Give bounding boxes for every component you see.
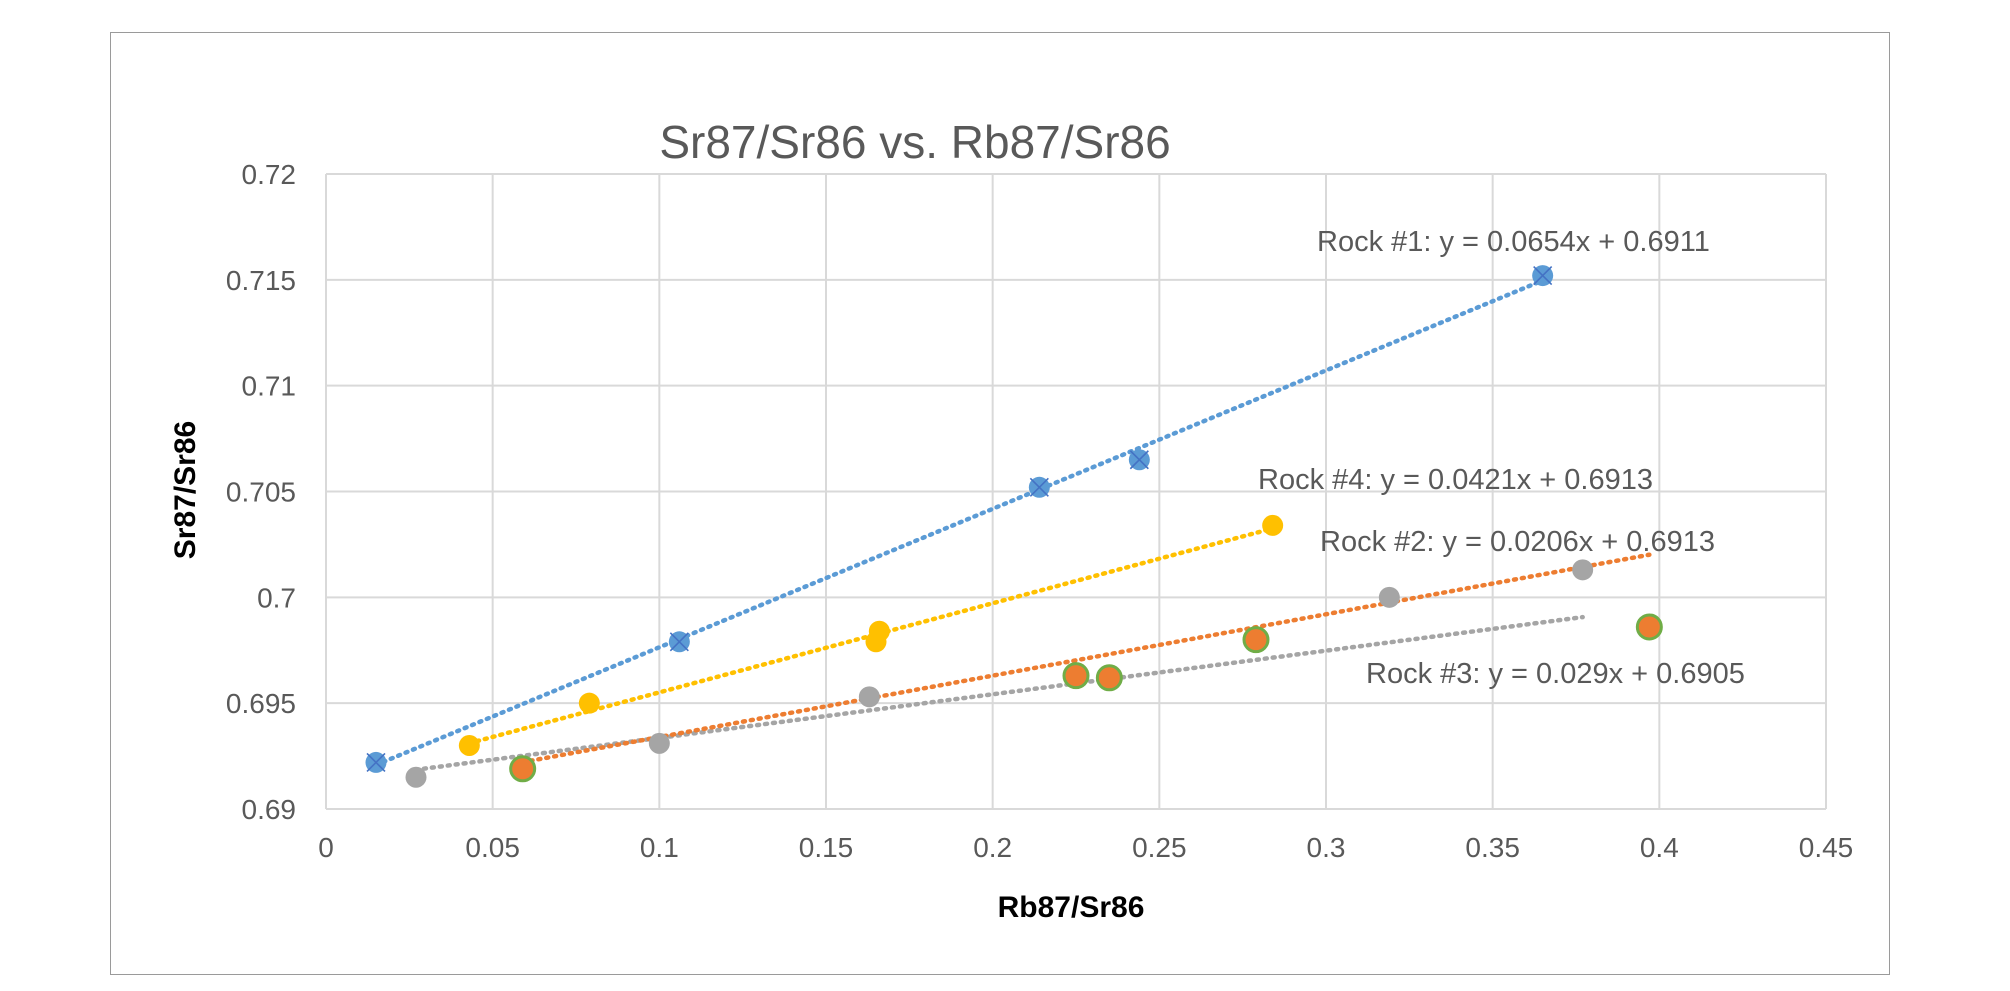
- x-tick-label: 0.2: [973, 832, 1012, 863]
- data-point-rock4: [458, 735, 480, 756]
- y-tick-label: 0.72: [242, 159, 297, 190]
- x-tick-label: 0.4: [1640, 832, 1679, 863]
- y-tick-label: 0.7: [257, 582, 296, 613]
- x-tick-label: 0.3: [1307, 832, 1346, 863]
- data-point-rock4: [868, 620, 890, 642]
- data-point-rock4: [1262, 514, 1284, 536]
- data-point-rock2: [648, 732, 670, 754]
- data-point-cross-rock1: [366, 752, 386, 772]
- x-tick-label: 0.05: [465, 832, 520, 863]
- trendline-label-rock1: Rock #1: y = 0.0654x + 0.6911: [1317, 226, 1710, 258]
- data-point-rock3: [1095, 664, 1123, 692]
- y-tick-label: 0.715: [226, 265, 296, 296]
- x-tick-label: 0.35: [1465, 832, 1520, 863]
- data-point-rock3: [1242, 626, 1270, 654]
- chart-title: Sr87/Sr86 vs. Rb87/Sr86: [659, 116, 1170, 168]
- trendline-label-rock3: Rock #3: y = 0.029x + 0.6905: [1366, 658, 1745, 690]
- x-tick-label: 0.1: [640, 832, 679, 863]
- data-point-rock2: [858, 686, 880, 708]
- y-tick-label: 0.71: [242, 371, 297, 402]
- data-point-rock3: [509, 755, 537, 783]
- tick-labels: 0 0.05 0.1 0.15 0.2 0.25 0.3 0.35 0.4 0.45 0.69 0.6…: [226, 159, 1853, 863]
- x-axis-title: Rb87/Sr86: [998, 891, 1145, 924]
- y-tick-label: 0.705: [226, 477, 296, 508]
- x-tick-label: 0.25: [1132, 832, 1187, 863]
- trendline-rock1: [373, 278, 1545, 768]
- x-tick-label: 0: [318, 832, 334, 863]
- data-point-rock2: [1572, 559, 1594, 581]
- y-tick-label: 0.695: [226, 688, 296, 719]
- data-point-cross-rock1: [1533, 266, 1553, 286]
- data-point-rock3: [1062, 662, 1090, 690]
- data-point-cross-rock1: [1029, 477, 1049, 497]
- x-tick-label: 0.45: [1799, 832, 1854, 863]
- data-point-rock4: [578, 692, 600, 714]
- y-tick-label: 0.69: [242, 794, 297, 825]
- data-point-cross-rock1: [669, 632, 689, 652]
- trendline-rock3: [520, 552, 1652, 765]
- data-points: [365, 265, 1663, 788]
- data-point-rock2: [405, 766, 427, 788]
- x-tick-label: 0.15: [799, 832, 854, 863]
- data-point-rock3: [1635, 613, 1663, 641]
- trendline-label-rock2: Rock #2: y = 0.0206x + 0.6913: [1320, 526, 1715, 558]
- gridlines: [325, 173, 1827, 810]
- data-point-cross-rock1: [1129, 450, 1149, 470]
- trendline-label-rock4: Rock #4: y = 0.0421x + 0.6913: [1258, 464, 1653, 496]
- y-axis-title: Sr87/Sr86: [169, 421, 202, 559]
- chart-frame: [110, 32, 1890, 975]
- data-point-rock2: [1378, 586, 1400, 608]
